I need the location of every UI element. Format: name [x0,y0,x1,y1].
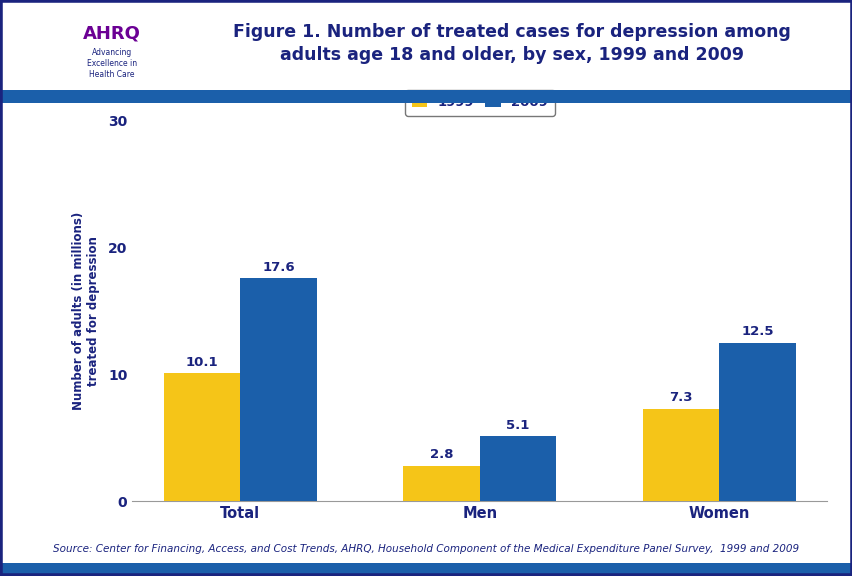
Text: 7.3: 7.3 [668,391,692,404]
Text: 2.8: 2.8 [429,448,452,461]
Text: 17.6: 17.6 [262,261,295,274]
Bar [480,437,556,501]
Legend: 1999, 2009: 1999, 2009 [405,89,554,116]
Bar [642,408,718,501]
Y-axis label: Number of adults (in millions)
treated for depression: Number of adults (in millions) treated f… [72,212,100,410]
Text: 12.5: 12.5 [740,325,773,338]
Text: Source: Center for Financing, Access, and Cost Trends, AHRQ, Household Component: Source: Center for Financing, Access, an… [54,544,798,554]
Text: 10.1: 10.1 [186,356,218,369]
Bar [240,278,317,501]
Text: Advancing
Excellence in
Health Care: Advancing Excellence in Health Care [87,48,136,79]
Text: AHRQ: AHRQ [83,25,141,43]
Text: Figure 1. Number of treated cases for depression among
adults age 18 and older, : Figure 1. Number of treated cases for de… [233,22,790,64]
Bar [403,465,480,501]
Bar [164,373,240,501]
Bar [718,343,795,501]
Text: 5.1: 5.1 [506,419,529,432]
